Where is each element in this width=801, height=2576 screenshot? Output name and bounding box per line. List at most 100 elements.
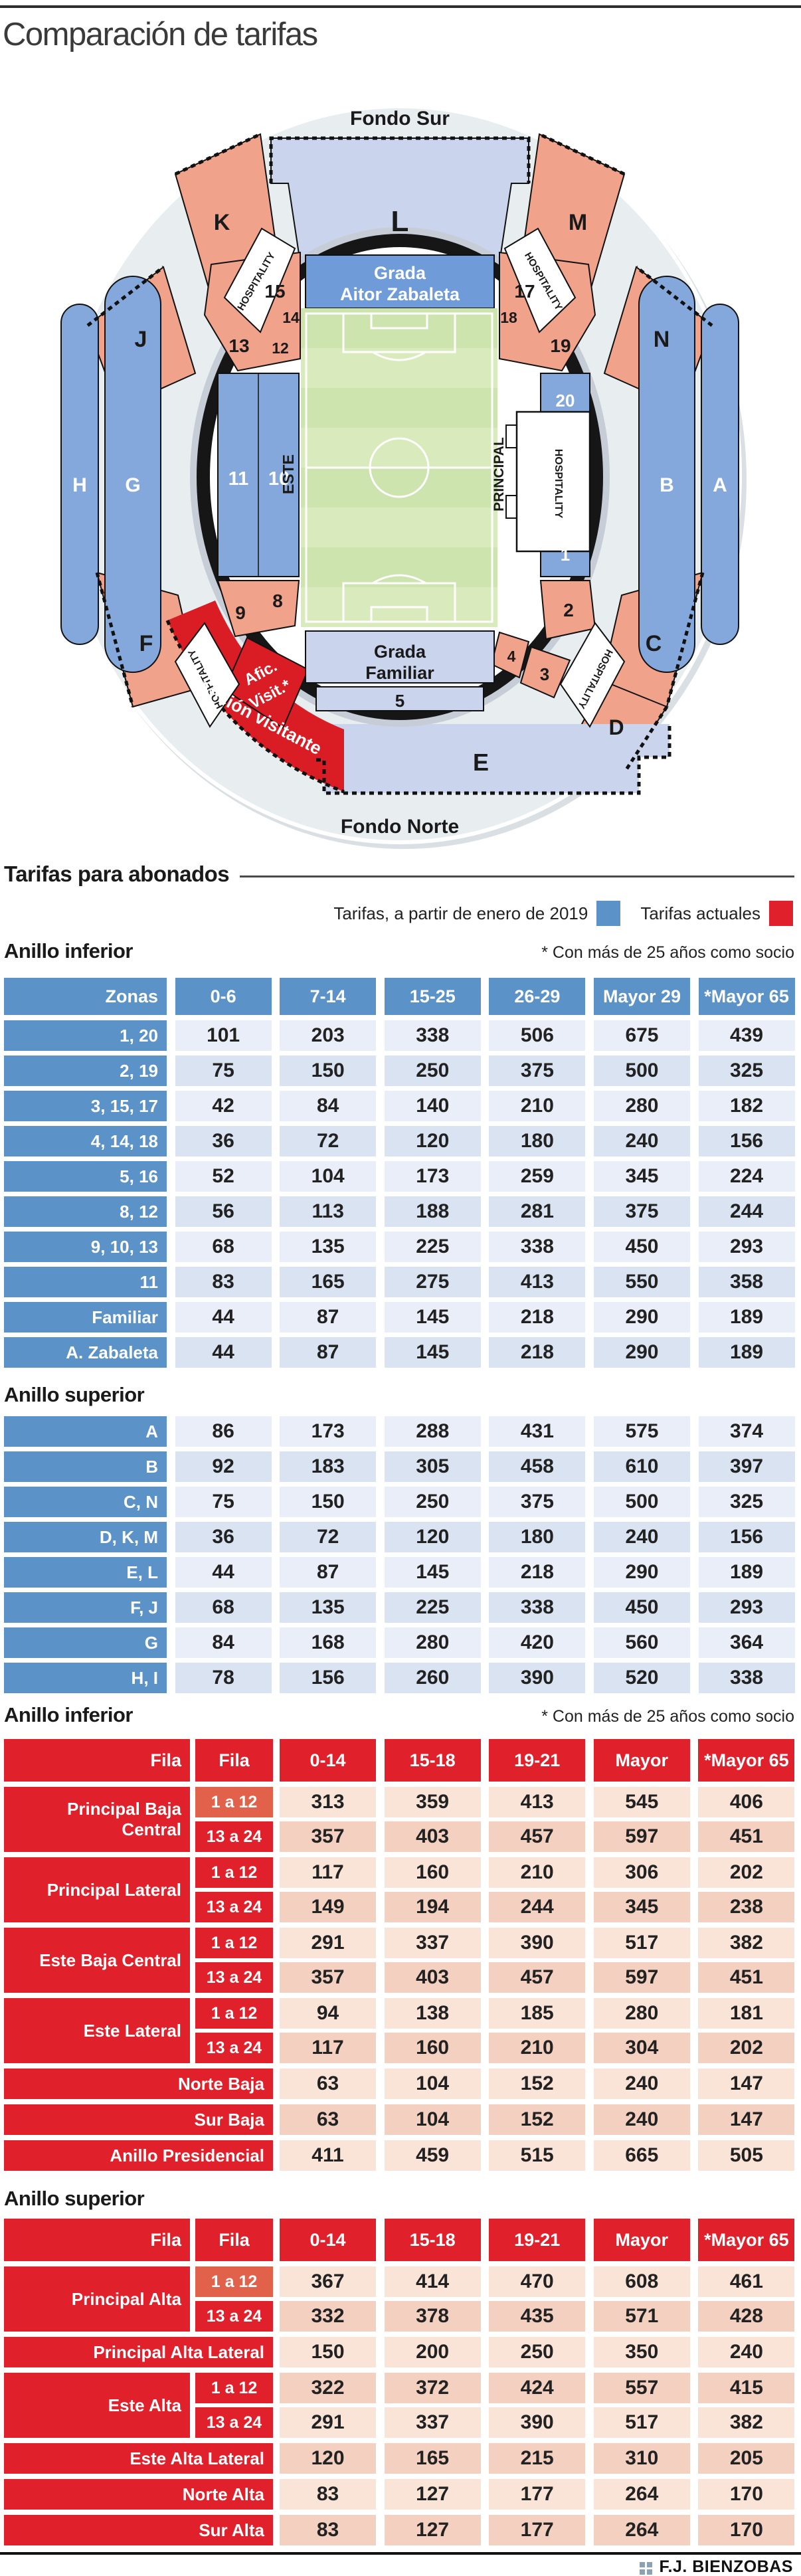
fila-label: 13 a 24 [195, 2033, 273, 2063]
subhead-title: Anillo superior [4, 1383, 145, 1406]
price-cell: 173 [280, 1416, 377, 1447]
price-cell: 147 [698, 2069, 795, 2099]
price-cell: 390 [489, 1928, 586, 1958]
stand-G [104, 276, 161, 673]
zone-label: Norte Baja [4, 2069, 273, 2099]
price-cell: 461 [698, 2266, 795, 2297]
column-header: 7-14 [280, 978, 377, 1015]
sector-18: 18 [500, 309, 517, 326]
zone-group-rows: 83 127 177 264 170 [273, 2515, 795, 2545]
price-cell: 87 [280, 1302, 377, 1333]
price-cell: 147 [698, 2104, 795, 2135]
price-cell: 104 [384, 2069, 481, 2099]
inner-bowl [174, 227, 626, 729]
table-row: E, L 44 87 145 218 290 189 [4, 1557, 797, 1588]
sector-17: 17 [514, 281, 535, 302]
price-cell: 439 [698, 1020, 795, 1051]
zone-label: Este Baja Central [4, 1928, 190, 1993]
stand-H [60, 304, 99, 645]
price-cell: 210 [489, 1857, 586, 1888]
zone-group-rows: 411 459 515 665 505 [273, 2140, 795, 2171]
fila-label: 13 a 24 [195, 1821, 273, 1852]
price-cell: 374 [698, 1416, 795, 1447]
column-header-fila: Fila [4, 1739, 190, 1782]
column-header: 0-6 [175, 978, 272, 1015]
price-cell: 87 [280, 1337, 377, 1368]
zone-label: 5, 16 [4, 1161, 167, 1192]
table-row: Familiar 44 87 145 218 290 189 [4, 1302, 797, 1333]
price-cell: 117 [280, 1857, 376, 1888]
column-header: 15-18 [384, 2219, 481, 2261]
table-row: B 92 183 305 458 610 397 [4, 1451, 797, 1482]
table-row: 411 459 515 665 505 [273, 2140, 795, 2171]
price-cell: 281 [489, 1196, 586, 1227]
subhead-anillo-inferior-actuales: Anillo inferior * Con más de 25 años com… [4, 1703, 794, 1727]
grada-familiar-line1: Grada [374, 642, 426, 662]
price-cell: 382 [698, 1928, 795, 1958]
price-cell: 450 [593, 1232, 690, 1262]
zone-label: 3, 15, 17 [4, 1091, 167, 1121]
table-row: 13 a 24 357 403 457 597 451 [190, 1821, 795, 1852]
table-row: 150 200 250 350 240 [273, 2337, 795, 2367]
grada-aitor-zabaleta-line1: Grada [374, 263, 426, 283]
sector-15: 15 [264, 281, 285, 302]
price-cell: 44 [175, 1302, 272, 1333]
price-cell: 357 [280, 1962, 376, 1993]
price-cell: 338 [698, 1663, 795, 1693]
price-cell: 359 [384, 1787, 481, 1817]
column-header-fila: Fila [195, 1739, 273, 1782]
price-cell: 84 [280, 1091, 377, 1121]
sector-9: 9 [235, 602, 246, 623]
credit-icon [639, 2562, 652, 2575]
price-cell: 545 [593, 1787, 690, 1817]
zone-label: Principal Baja Central [4, 1787, 190, 1852]
column-header: Mayor [593, 2219, 690, 2261]
hospitality-wedge-bottom-left [174, 622, 240, 728]
footer: F.J. BIENZOBAS [639, 2557, 793, 2576]
stand-E [316, 724, 669, 793]
price-cell: 225 [384, 1232, 481, 1262]
sector-5: 5 [395, 691, 404, 711]
price-cell: 375 [489, 1056, 586, 1086]
price-cell: 290 [593, 1337, 690, 1368]
price-cell: 173 [384, 1161, 481, 1192]
price-cell: 140 [384, 1091, 481, 1121]
price-cell: 36 [175, 1522, 272, 1552]
subhead-title: Anillo inferior [4, 939, 134, 963]
column-header: *Mayor 65 [698, 978, 795, 1015]
inner-southwest-sectors [217, 580, 300, 638]
zone-label: Este Alta Lateral [4, 2443, 273, 2474]
price-cell: 345 [593, 1161, 690, 1192]
table-row: 4, 14, 18 36 72 120 180 240 156 [4, 1126, 797, 1156]
price-cell: 500 [593, 1056, 690, 1086]
zone-label: Principal Alta Lateral [4, 2337, 273, 2367]
price-cell: 210 [489, 2033, 586, 2063]
price-cell: 188 [384, 1196, 481, 1227]
age-note: * Con más de 25 años como socio [541, 1707, 794, 1726]
price-cell: 250 [384, 1487, 481, 1517]
price-cell: 180 [489, 1126, 586, 1156]
zone-group-rows: 1 a 12 117 160 210 306 202 13 a 24 149 194 244 345… [190, 1857, 795, 1922]
price-cell: 177 [489, 2479, 586, 2510]
price-cell: 458 [489, 1451, 586, 1482]
sector-19: 19 [550, 335, 571, 356]
zone-label: Este Lateral [4, 1998, 190, 2063]
price-cell: 72 [280, 1126, 377, 1156]
price-cell: 83 [175, 1267, 272, 1297]
price-cell: 264 [593, 2515, 690, 2545]
section-n: N [654, 327, 670, 352]
sector-1: 1 [561, 545, 570, 565]
price-cell: 218 [489, 1557, 586, 1588]
price-cell: 420 [489, 1627, 586, 1658]
zone-group-rows: 120 165 215 310 205 [273, 2443, 795, 2474]
column-header-zonas: Zonas [4, 978, 167, 1015]
price-cell: 240 [593, 2104, 690, 2135]
column-header: *Mayor 65 [698, 1739, 795, 1782]
price-cell: 337 [384, 1928, 481, 1958]
table-row: 1 a 12 322 372 424 557 415 [190, 2373, 795, 2403]
grada-aitor-zabaleta-band [305, 254, 495, 309]
price-cell: 240 [593, 2069, 690, 2099]
credit-text: F.J. BIENZOBAS [659, 2557, 793, 2576]
zone-group: Sur Baja 63 104 152 240 147 [4, 2104, 797, 2135]
price-cell: 75 [175, 1487, 272, 1517]
